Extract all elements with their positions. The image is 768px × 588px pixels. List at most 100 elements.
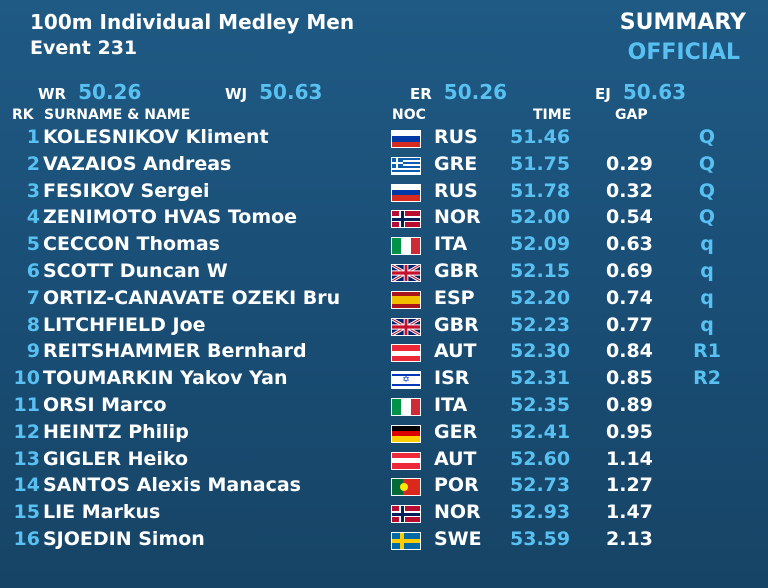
table-row: 9 REITSHAMMER Bernhard AUT 52.30 0.84 R1 <box>0 338 768 365</box>
italy-flag-icon <box>391 398 421 416</box>
rank: 13 <box>13 447 40 470</box>
time-gap: 0.85 <box>606 367 653 390</box>
table-row: 13 GIGLER Heiko AUT 52.60 1.14 <box>0 446 768 473</box>
swim-time: 52.00 <box>510 206 571 229</box>
swim-time: 52.60 <box>510 447 571 470</box>
table-row: 4 ZENIMOTO HVAS Tomoe NOR 52.00 0.54 Q <box>0 204 768 231</box>
qualification-mark: Q <box>698 179 716 202</box>
noc-code: ITA <box>434 233 468 256</box>
rank: 4 <box>26 206 40 229</box>
time-gap: 1.27 <box>606 474 653 497</box>
table-row: 8 LITCHFIELD Joe GBR 52.23 0.77 q <box>0 312 768 339</box>
table-row: 11 ORSI Marco ITA 52.35 0.89 <box>0 392 768 419</box>
athlete-name: SCOTT Duncan W <box>43 260 228 282</box>
table-row: 14 SANTOS Alexis Manacas POR 52.73 1.27 <box>0 472 768 499</box>
qualification-mark: Q <box>698 152 716 175</box>
swim-time: 52.93 <box>510 501 571 524</box>
qualification-mark: q <box>700 286 714 309</box>
time-gap: 0.84 <box>606 340 653 363</box>
noc-code: RUS <box>434 179 478 202</box>
athlete-name: LITCHFIELD Joe <box>43 313 206 336</box>
norway-flag-icon <box>391 505 421 524</box>
russia-flag-icon <box>391 183 421 202</box>
noc-code: ITA <box>434 394 468 416</box>
athlete-name: TOUMARKIN Yakov Yan <box>43 367 288 390</box>
noc-code: NOR <box>434 206 481 229</box>
swim-time: 52.15 <box>510 260 571 282</box>
athlete-name: SANTOS Alexis Manacas <box>43 474 301 497</box>
column-header-gap: GAP <box>615 107 648 123</box>
time-gap: 0.29 <box>606 152 653 175</box>
noc-code: POR <box>434 474 479 497</box>
athlete-name: ORTIZ-CANAVATE OZEKI Bru <box>43 286 341 309</box>
rank: 12 <box>13 420 40 443</box>
table-row: 12 HEINTZ Philip GER 52.41 0.95 <box>0 419 768 446</box>
swim-time: 52.35 <box>510 394 571 416</box>
rank: 15 <box>13 501 40 524</box>
table-row: 3 FESIKOV Sergei RUS 51.78 0.32 Q <box>0 178 768 205</box>
record-value: 50.26 <box>78 80 142 104</box>
record-ej: EJ 50.63 <box>595 80 686 104</box>
time-gap: 2.13 <box>606 528 653 550</box>
swim-time: 52.30 <box>510 340 571 363</box>
table-row: 5 CECCON Thomas ITA 52.09 0.63 q <box>0 231 768 258</box>
rank: 1 <box>26 126 40 148</box>
noc-code: ESP <box>434 286 475 309</box>
event-title: 100m Individual Medley Men <box>30 10 355 34</box>
swim-time: 52.20 <box>510 286 571 309</box>
noc-code: GBR <box>434 313 479 336</box>
athlete-name: SJOEDIN Simon <box>43 528 205 550</box>
swim-time: 51.75 <box>510 152 571 175</box>
time-gap: 0.77 <box>606 313 653 336</box>
record-value: 50.26 <box>443 80 508 104</box>
qualification-mark: R1 <box>693 340 721 363</box>
qualification-mark: q <box>700 260 714 282</box>
sweden-flag-icon <box>391 532 421 550</box>
rank: 9 <box>26 340 40 363</box>
norway-flag-icon <box>391 210 421 229</box>
rank: 2 <box>26 152 40 175</box>
qualification-mark: Q <box>698 206 716 229</box>
column-header-time: TIME <box>533 107 572 123</box>
table-row: 7 ORTIZ-CANAVATE OZEKI Bru ESP 52.20 0.74 q <box>0 285 768 312</box>
athlete-name: ZENIMOTO HVAS Tomoe <box>43 206 298 229</box>
noc-code: NOR <box>434 501 481 524</box>
italy-flag-icon <box>391 237 421 256</box>
austria-flag-icon <box>391 451 421 470</box>
record-label: EJ <box>595 85 611 103</box>
rank: 3 <box>26 179 40 202</box>
column-header-rank: RK <box>12 107 34 123</box>
record-value: 50.63 <box>259 80 323 104</box>
athlete-name: FESIKOV Sergei <box>43 179 210 202</box>
swim-time: 51.78 <box>510 179 571 202</box>
time-gap: 0.63 <box>606 233 653 256</box>
swim-time: 52.31 <box>510 367 571 390</box>
swim-time: 52.73 <box>510 474 571 497</box>
noc-code: GER <box>434 420 478 443</box>
time-gap: 1.47 <box>606 501 653 524</box>
event-number: Event 231 <box>30 37 138 59</box>
athlete-name: CECCON Thomas <box>43 233 220 256</box>
status-official: OFFICIAL <box>627 40 740 65</box>
qualification-mark: R2 <box>693 367 721 390</box>
uk-flag-icon <box>391 317 421 336</box>
israel-flag-icon: ✡ <box>391 371 421 390</box>
swim-time: 52.09 <box>510 233 571 256</box>
record-label: ER <box>410 85 432 103</box>
qualification-mark: q <box>700 313 714 336</box>
table-row: 1 KOLESNIKOV Kliment RUS 51.46 Q <box>0 124 768 151</box>
noc-code: GRE <box>434 152 478 175</box>
noc-code: GBR <box>434 260 479 282</box>
noc-code: AUT <box>434 340 477 363</box>
rank: 8 <box>26 313 40 336</box>
rank: 10 <box>13 367 40 390</box>
portugal-flag-icon <box>391 478 421 497</box>
time-gap: 0.54 <box>606 206 653 229</box>
athlete-name: VAZAIOS Andreas <box>43 152 232 175</box>
table-row: 16 SJOEDIN Simon SWE 53.59 2.13 <box>0 526 768 553</box>
rank: 14 <box>13 474 40 497</box>
austria-flag-icon <box>391 344 421 363</box>
swim-time: 51.46 <box>510 126 571 148</box>
time-gap: 0.69 <box>606 260 653 282</box>
rank: 6 <box>26 260 40 282</box>
